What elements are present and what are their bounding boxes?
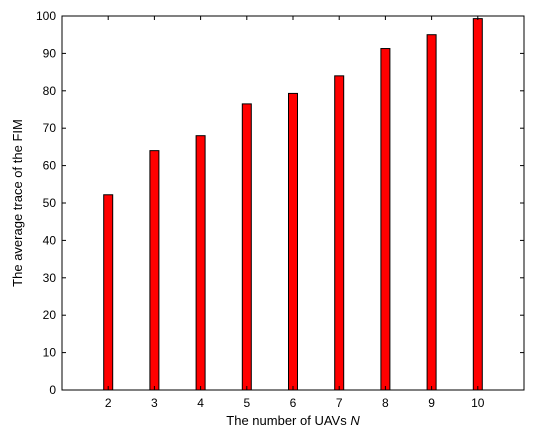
x-tick-label-10: 10 <box>471 396 485 410</box>
x-axis-label: The number of UAVs N <box>226 413 360 428</box>
y-tick-label-0: 0 <box>49 383 56 397</box>
bar-3 <box>149 150 160 391</box>
x-tick-label-7: 7 <box>336 396 343 410</box>
y-tick-label-40: 40 <box>43 233 57 247</box>
bar-6 <box>288 92 298 391</box>
y-tick-label-10: 10 <box>43 346 57 360</box>
bar-7 <box>334 75 345 391</box>
y-tick-label-50: 50 <box>43 196 57 210</box>
x-tick-label-4: 4 <box>197 396 204 410</box>
y-tick-label-20: 20 <box>43 308 57 322</box>
x-tick-label-6: 6 <box>290 396 297 410</box>
x-tick-label-5: 5 <box>243 396 250 410</box>
bar-8 <box>380 48 391 391</box>
y-tick-label-80: 80 <box>43 84 57 98</box>
bar-10 <box>472 18 483 391</box>
y-tick-label-100: 100 <box>36 9 56 23</box>
bar-5 <box>241 103 252 391</box>
bar-2 <box>103 194 114 391</box>
plot-frame <box>61 15 525 391</box>
bar-9 <box>426 34 437 391</box>
bar-4 <box>195 135 206 391</box>
y-tick-label-90: 90 <box>43 46 57 60</box>
x-tick-label-9: 9 <box>428 396 435 410</box>
y-axis-label: The average trace of the FIM <box>10 119 25 287</box>
y-tick-label-60: 60 <box>43 159 57 173</box>
x-tick-label-8: 8 <box>382 396 389 410</box>
y-tick-label-30: 30 <box>43 271 57 285</box>
y-tick-label-70: 70 <box>43 121 57 135</box>
x-tick-label-3: 3 <box>151 396 158 410</box>
x-tick-label-2: 2 <box>105 396 112 410</box>
